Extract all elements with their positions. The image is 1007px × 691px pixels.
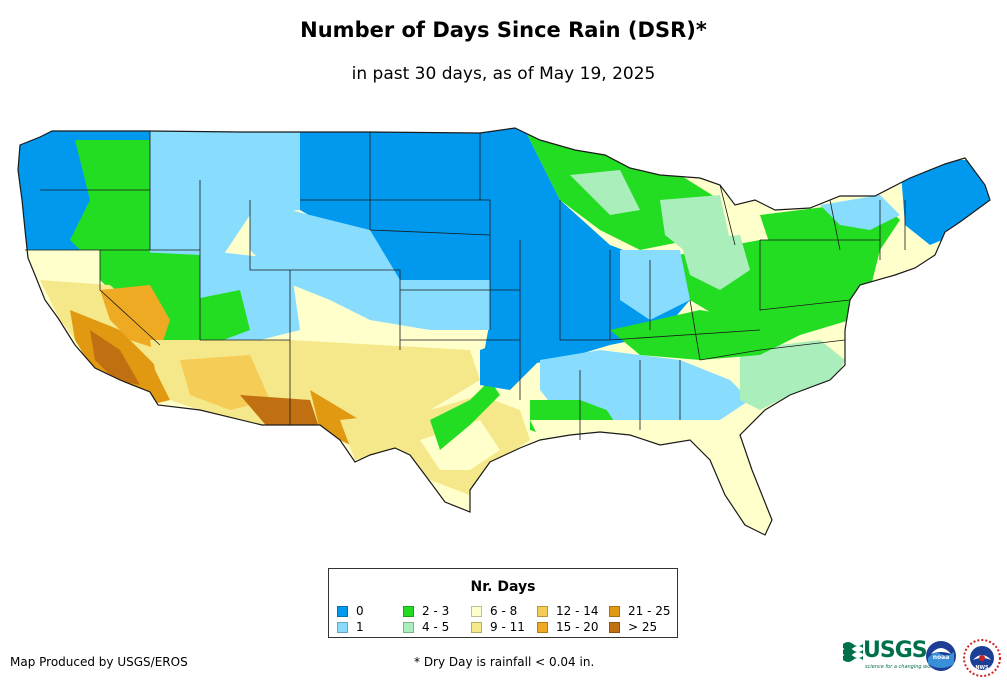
- legend-swatch: [471, 605, 482, 617]
- legend-label: 1: [356, 620, 364, 634]
- legend-label: 21 - 25: [628, 604, 671, 618]
- legend-swatch: [537, 621, 548, 633]
- nws-label: NWS: [975, 665, 989, 671]
- legend-label: 6 - 8: [490, 604, 518, 618]
- legend-item-2: 2 - 3: [403, 604, 449, 618]
- legend-item-0: 0: [337, 604, 364, 618]
- map-subtitle: in past 30 days, as of May 19, 2025: [351, 64, 656, 84]
- legend-swatch: [337, 605, 348, 617]
- legend-swatch: [403, 621, 414, 633]
- dry-day-note: * Dry Day is rainfall < 0.04 in.: [414, 655, 595, 669]
- legend-item-6: 12 - 14: [537, 604, 599, 618]
- legend-item-9: > 25: [609, 620, 657, 634]
- usgs-tagline: science for a changing world: [865, 664, 937, 670]
- legend-item-3: 4 - 5: [403, 620, 449, 634]
- legend-label: 15 - 20: [556, 620, 599, 634]
- noaa-label: noaa: [933, 654, 950, 661]
- noaa-logo-icon: noaa: [926, 641, 956, 671]
- legend-label: 0: [356, 604, 364, 618]
- legend-swatch: [609, 621, 620, 633]
- usgs-wordmark: USGS: [863, 638, 928, 663]
- legend-item-5: 9 - 11: [471, 620, 525, 634]
- usgs-logo: USGS science for a changing world: [843, 638, 937, 670]
- legend-label: 9 - 11: [490, 620, 525, 634]
- dsr-regions: [18, 128, 990, 535]
- us-dsr-map: [17, 127, 991, 536]
- legend-label: 4 - 5: [422, 620, 450, 634]
- legend-swatch: [337, 621, 348, 633]
- legend-swatch: [471, 621, 482, 633]
- nws-logo-icon: NWS: [963, 639, 1001, 677]
- us-outline: [17, 127, 991, 536]
- state-borders: [25, 131, 906, 440]
- legend-swatch: [609, 605, 620, 617]
- legend-item-1: 1: [337, 620, 364, 634]
- map-title: Number of Days Since Rain (DSR)*: [300, 18, 707, 42]
- legend-item-7: 15 - 20: [537, 620, 599, 634]
- legend-item-8: 21 - 25: [609, 604, 671, 618]
- legend-label: > 25: [628, 620, 658, 634]
- legend-swatch: [403, 605, 414, 617]
- legend-label: 12 - 14: [556, 604, 599, 618]
- usgs-wave-icon: [843, 642, 863, 662]
- legend-item-4: 6 - 8: [471, 604, 517, 618]
- legend-label: 2 - 3: [422, 604, 450, 618]
- legend-title: Nr. Days: [470, 579, 536, 595]
- legend-swatch: [537, 605, 548, 617]
- legend: Nr. Days 0 1 2 - 3 4 - 5 6 - 8 9 - 11 12…: [328, 568, 678, 638]
- credit-text: Map Produced by USGS/EROS: [10, 655, 188, 669]
